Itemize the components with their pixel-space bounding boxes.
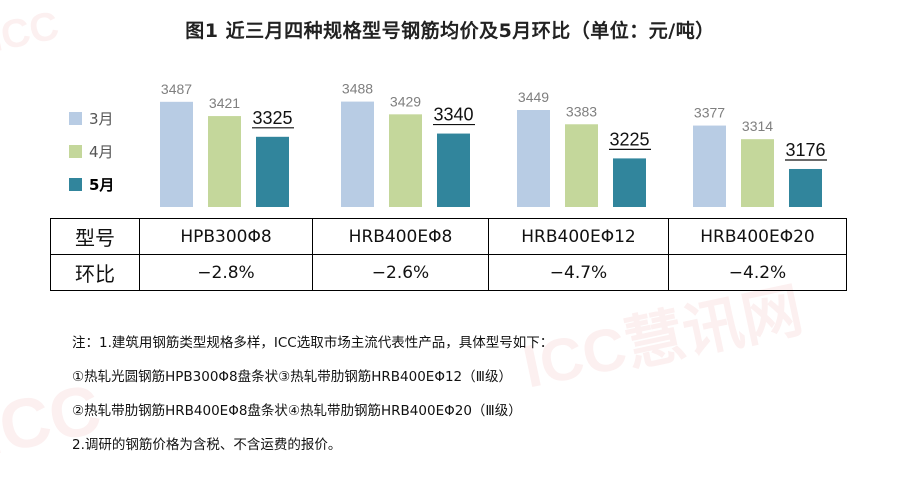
bar — [389, 114, 422, 207]
data-label: 3225 — [609, 129, 649, 149]
bar — [565, 124, 598, 207]
bar-chart: 3月 4月 5月 3487 3421 3325 3488 3429 3340 3449 3383 32… — [69, 81, 827, 207]
data-label: 3325 — [252, 108, 292, 128]
bar — [341, 101, 374, 207]
change-cell: −2.6% — [312, 254, 489, 291]
bar — [437, 133, 470, 207]
legend-label: 3月 — [89, 110, 114, 128]
legend-swatch — [69, 145, 82, 158]
change-cell: −4.2% — [668, 254, 847, 291]
bar — [517, 110, 550, 207]
table-row-model: 型号 HPB300Φ8 HRB400EΦ8 HRB400EΦ12 HRB400E… — [50, 218, 847, 255]
data-label: 3314 — [742, 118, 773, 134]
model-cell: HPB300Φ8 — [139, 218, 313, 255]
bar — [741, 139, 774, 207]
model-cell: HRB400EΦ12 — [488, 218, 669, 255]
bar — [208, 116, 241, 207]
data-table: 型号 HPB300Φ8 HRB400EΦ8 HRB400EΦ12 HRB400E… — [50, 218, 847, 291]
model-cell: HRB400EΦ8 — [312, 218, 489, 255]
data-label: 3377 — [694, 105, 725, 121]
note-line: 注：1.建筑用钢筋类型规格多样，ICC选取市场主流代表性产品，具体型号如下： — [72, 335, 554, 351]
legend-swatch — [69, 178, 82, 191]
note-line: ①热轧光圆钢筋HPB300Φ8盘条状③热轧带肋钢筋HRB400EΦ12（Ⅲ级） — [72, 369, 512, 385]
row-header: 型号 — [50, 218, 140, 255]
data-label: 3176 — [785, 140, 825, 160]
bar — [256, 136, 289, 207]
data-label: 3340 — [433, 105, 473, 125]
bar — [613, 158, 646, 207]
bar — [160, 101, 193, 207]
bar — [789, 168, 822, 207]
data-label: 3429 — [390, 93, 421, 109]
model-cell: HRB400EΦ20 — [668, 218, 847, 255]
note-line: 2.调研的钢筋价格为含税、不含运费的报价。 — [72, 437, 342, 453]
data-label: 3487 — [161, 81, 192, 97]
change-cell: −4.7% — [488, 254, 669, 291]
note-line: ②热轧带肋钢筋HRB400EΦ8盘条状④热轧带肋钢筋HRB400EΦ20（Ⅲ级） — [72, 403, 522, 419]
bar — [693, 125, 726, 207]
legend-swatch — [69, 112, 82, 125]
notes: 注：1.建筑用钢筋类型规格多样，ICC选取市场主流代表性产品，具体型号如下： ①… — [72, 326, 553, 462]
data-label: 3449 — [518, 89, 549, 105]
data-label: 3421 — [209, 95, 240, 111]
chart-title: 图1 近三月四种规格型号钢筋均价及5月环比（单位：元/吨） — [185, 20, 715, 42]
row-header: 环比 — [50, 254, 140, 291]
data-label: 3383 — [566, 103, 597, 119]
legend-label: 5月 — [89, 176, 114, 194]
data-label: 3488 — [342, 81, 373, 97]
table-row-change: 环比 −2.8% −2.6% −4.7% −4.2% — [50, 254, 847, 291]
change-cell: −2.8% — [139, 254, 313, 291]
legend-label: 4月 — [89, 143, 114, 161]
